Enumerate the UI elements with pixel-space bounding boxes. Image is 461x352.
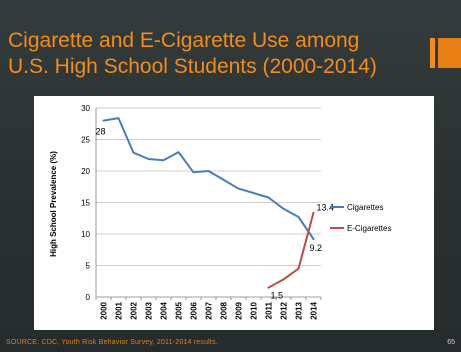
x-tick-label: 2001 [115, 301, 124, 319]
line-chart: 0 5 10 15 20 25 30 2000 2001 2002 2003 2004 2005 2006… [49, 104, 391, 320]
gridlines [96, 107, 321, 266]
y-tick-label: 30 [81, 104, 90, 113]
x-tick-label: 2009 [235, 301, 244, 319]
data-label: 28 [96, 127, 106, 137]
title-accent-block [438, 38, 461, 68]
y-tick-label: 5 [86, 262, 91, 271]
data-labels: 28 9.2 1.5 13.4 [96, 127, 335, 301]
x-tick-label: 2010 [250, 301, 259, 319]
series-line-cigarettes [102, 117, 315, 240]
source-note: SOURCE: CDC, Youth Risk Behavior Survey,… [6, 339, 218, 346]
data-label: 13.4 [317, 203, 335, 213]
slide-title-line-1: Cigarette and E-Cigarette Use among [8, 29, 360, 52]
y-tick-label: 20 [81, 167, 90, 176]
x-tick-label: 2005 [175, 301, 184, 319]
series-line-e-cigarettes [267, 211, 315, 289]
x-tick-label: 2012 [280, 301, 289, 319]
slide-title-line-2: U.S. High School Students (2000-2014) [8, 55, 377, 78]
chart-panel: 0 5 10 15 20 25 30 2000 2001 2002 2003 2004 2005 2006… [34, 96, 434, 330]
data-label: 9.2 [310, 243, 323, 253]
y-tick-label: 0 [86, 293, 91, 302]
x-tick-label: 2013 [295, 301, 304, 319]
slide-title: Cigarette and E-Cigarette Use among U.S.… [8, 28, 428, 80]
x-tick-label: 2007 [205, 301, 214, 319]
x-tick-label: 2008 [220, 301, 229, 319]
x-tick-label: 2011 [265, 301, 274, 319]
x-tick-label: 2002 [130, 301, 139, 319]
legend: Cigarettes E-Cigarettes [330, 203, 391, 233]
legend-label: Cigarettes [347, 203, 383, 212]
y-tick-label: 10 [81, 230, 90, 239]
y-axis-label: High School Prevalence (%) [49, 151, 58, 257]
x-tick-label: 2004 [160, 301, 169, 319]
y-tick-label: 25 [81, 136, 90, 145]
legend-label: E-Cigarettes [347, 224, 391, 233]
x-tick-label: 2000 [100, 301, 109, 319]
axes: 0 5 10 15 20 25 30 2000 2001 2002 2003 2004 2005 2006… [81, 104, 322, 320]
x-tick-label: 2014 [310, 301, 319, 319]
x-tick-label: 2003 [145, 301, 154, 319]
series-lines [102, 117, 315, 289]
x-tick-label: 2006 [190, 301, 199, 319]
y-tick-label: 15 [81, 199, 90, 208]
page-number: 65 [447, 339, 455, 346]
title-accent-bar [430, 38, 435, 68]
data-label: 1.5 [271, 291, 284, 301]
